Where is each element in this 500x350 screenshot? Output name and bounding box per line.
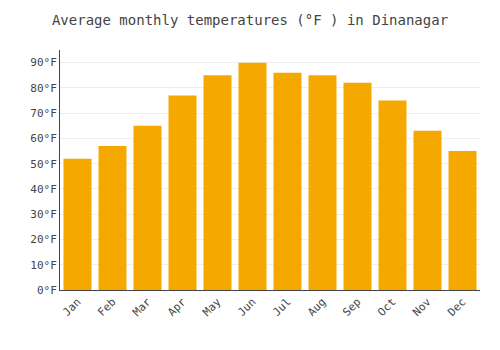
svg-text:0°F: 0°F [37,284,57,297]
svg-text:Feb: Feb [95,296,118,319]
svg-text:May: May [200,295,224,319]
svg-text:Jun: Jun [235,296,258,319]
svg-text:50°F: 50°F [30,158,57,171]
svg-text:40°F: 40°F [30,183,57,196]
svg-text:80°F: 80°F [30,82,57,95]
svg-text:30°F: 30°F [30,208,57,221]
svg-text:Oct: Oct [375,296,398,319]
svg-text:Aug: Aug [305,296,328,319]
svg-text:70°F: 70°F [30,107,57,120]
svg-text:Jan: Jan [60,296,83,319]
svg-text:Nov: Nov [410,295,434,319]
svg-text:Jul: Jul [270,296,293,319]
svg-text:Dec: Dec [445,296,468,319]
svg-text:Apr: Apr [165,295,189,319]
svg-text:20°F: 20°F [30,233,57,246]
svg-text:Sep: Sep [340,296,363,319]
svg-text:90°F: 90°F [30,56,57,69]
svg-text:60°F: 60°F [30,132,57,145]
svg-text:10°F: 10°F [30,259,57,272]
svg-text:Average monthly temperatures (: Average monthly temperatures (°F ) in Di… [52,12,448,28]
svg-text:Mar: Mar [130,295,154,319]
